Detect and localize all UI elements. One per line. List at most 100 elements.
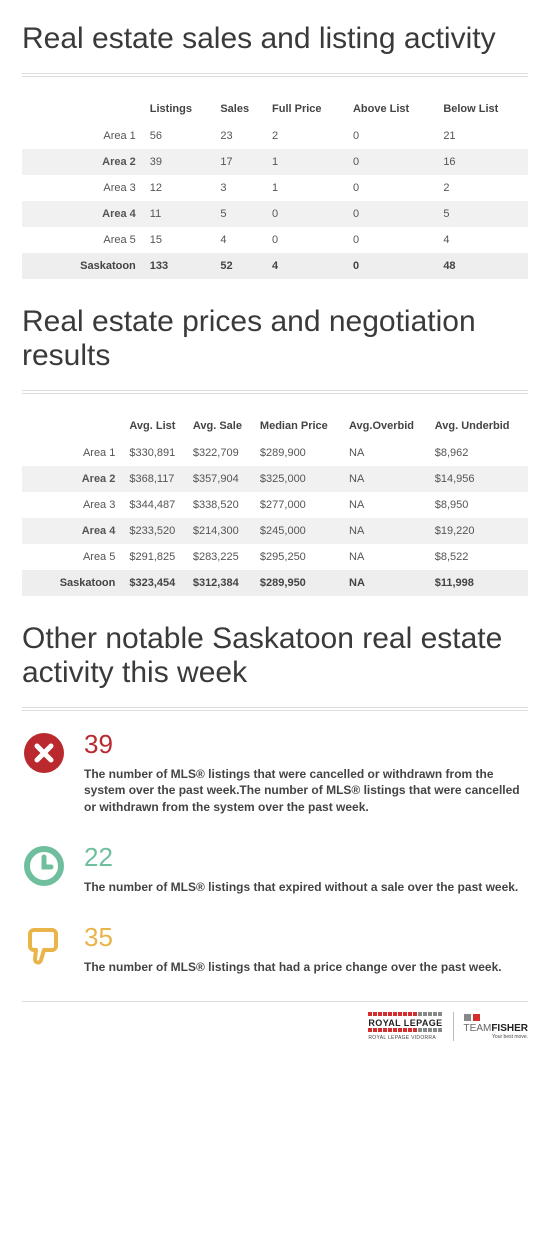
royal-lepage-logo: ROYAL LEPAGE ROYAL LEPAGE VIDORRA — [368, 1012, 453, 1041]
stat-description: The number of MLS® listings that were ca… — [84, 766, 528, 816]
tf-sub-text: Your best move. — [492, 1034, 528, 1040]
cell: $8,962 — [431, 440, 528, 466]
cell: $368,117 — [125, 466, 188, 492]
stat-number: 22 — [84, 842, 528, 873]
cell: 1 — [268, 175, 349, 201]
stat-block: 39 The number of MLS® listings that were … — [22, 729, 528, 816]
cell: $8,950 — [431, 492, 528, 518]
cell: 3 — [216, 175, 268, 201]
cell: 2 — [268, 123, 349, 149]
cell: 12 — [146, 175, 217, 201]
clock-icon — [22, 844, 66, 888]
cell: $295,250 — [256, 544, 345, 570]
table-row: Area 3123102 — [22, 175, 528, 201]
cell: 133 — [146, 253, 217, 279]
cell: 0 — [349, 175, 439, 201]
cell: NA — [345, 466, 431, 492]
cell: 1 — [268, 149, 349, 175]
column-header — [22, 412, 125, 440]
row-label: Area 4 — [22, 518, 125, 544]
table-row: Area 5154004 — [22, 227, 528, 253]
cell: 4 — [439, 227, 528, 253]
cell: $344,487 — [125, 492, 188, 518]
table-row: Area 2$368,117$357,904$325,000NA$14,956 — [22, 466, 528, 492]
footer: ROYAL LEPAGE ROYAL LEPAGE VIDORRA TEAMFI… — [22, 1012, 528, 1049]
stat-description: The number of MLS® listings that expired… — [84, 879, 528, 896]
stat-number: 39 — [84, 729, 528, 760]
cell: $357,904 — [189, 466, 256, 492]
row-label: Area 3 — [22, 175, 146, 201]
cell: 0 — [349, 149, 439, 175]
cell: $289,950 — [256, 570, 345, 596]
row-label: Area 2 — [22, 466, 125, 492]
table-row: Area 1$330,891$322,709$289,900NA$8,962 — [22, 440, 528, 466]
column-header: Above List — [349, 95, 439, 123]
cell: 11 — [146, 201, 217, 227]
footer-divider — [22, 1001, 528, 1002]
cell: 0 — [349, 227, 439, 253]
cell: 21 — [439, 123, 528, 149]
table-row: Area 156232021 — [22, 123, 528, 149]
column-header: Sales — [216, 95, 268, 123]
row-label: Saskatoon — [22, 253, 146, 279]
row-label: Area 5 — [22, 544, 125, 570]
column-header: Avg. Sale — [189, 412, 256, 440]
cell: NA — [345, 544, 431, 570]
row-label: Area 5 — [22, 227, 146, 253]
cell: $214,300 — [189, 518, 256, 544]
column-header: Below List — [439, 95, 528, 123]
section3-title: Other notable Saskatoon real estate acti… — [22, 622, 528, 691]
cell: $323,454 — [125, 570, 188, 596]
cell: 0 — [268, 201, 349, 227]
prices-table: Avg. ListAvg. SaleMedian PriceAvg.Overbi… — [22, 412, 528, 596]
cancel-icon — [22, 731, 66, 775]
row-label: Saskatoon — [22, 570, 125, 596]
column-header: Listings — [146, 95, 217, 123]
cell: $19,220 — [431, 518, 528, 544]
cell: NA — [345, 492, 431, 518]
cell: 52 — [216, 253, 268, 279]
divider — [22, 707, 528, 711]
rl-sub-text: ROYAL LEPAGE VIDORRA — [368, 1035, 436, 1041]
cell: 23 — [216, 123, 268, 149]
cell: $14,956 — [431, 466, 528, 492]
cell: 4 — [268, 253, 349, 279]
column-header: Avg.Overbid — [345, 412, 431, 440]
cell: NA — [345, 440, 431, 466]
table-row: Saskatoon133524048 — [22, 253, 528, 279]
section1-title: Real estate sales and listing activity — [22, 22, 528, 57]
cell: 17 — [216, 149, 268, 175]
cell: $8,522 — [431, 544, 528, 570]
column-header: Avg. Underbid — [431, 412, 528, 440]
cell: 0 — [349, 201, 439, 227]
cell: 5 — [439, 201, 528, 227]
rl-brand-text: ROYAL LEPAGE — [368, 1018, 442, 1028]
row-label: Area 2 — [22, 149, 146, 175]
tf-brand-text: TEAMFISHER — [464, 1023, 528, 1034]
cell: 56 — [146, 123, 217, 149]
row-label: Area 4 — [22, 201, 146, 227]
cell: 48 — [439, 253, 528, 279]
column-header — [22, 95, 146, 123]
table-row: Saskatoon$323,454$312,384$289,950NA$11,9… — [22, 570, 528, 596]
table-row: Area 4$233,520$214,300$245,000NA$19,220 — [22, 518, 528, 544]
cell: $338,520 — [189, 492, 256, 518]
column-header: Avg. List — [125, 412, 188, 440]
column-header: Full Price — [268, 95, 349, 123]
cell: 16 — [439, 149, 528, 175]
cell: 39 — [146, 149, 217, 175]
cell: $291,825 — [125, 544, 188, 570]
cell: $233,520 — [125, 518, 188, 544]
cell: 0 — [349, 123, 439, 149]
table-row: Area 4115005 — [22, 201, 528, 227]
cell: 4 — [216, 227, 268, 253]
cell: $277,000 — [256, 492, 345, 518]
cell: $11,998 — [431, 570, 528, 596]
row-label: Area 3 — [22, 492, 125, 518]
stat-description: The number of MLS® listings that had a p… — [84, 959, 528, 976]
cell: $312,384 — [189, 570, 256, 596]
stat-block: 22 The number of MLS® listings that expir… — [22, 842, 528, 896]
cell: 15 — [146, 227, 217, 253]
section2-title: Real estate prices and negotiation resul… — [22, 305, 528, 374]
cell: $245,000 — [256, 518, 345, 544]
